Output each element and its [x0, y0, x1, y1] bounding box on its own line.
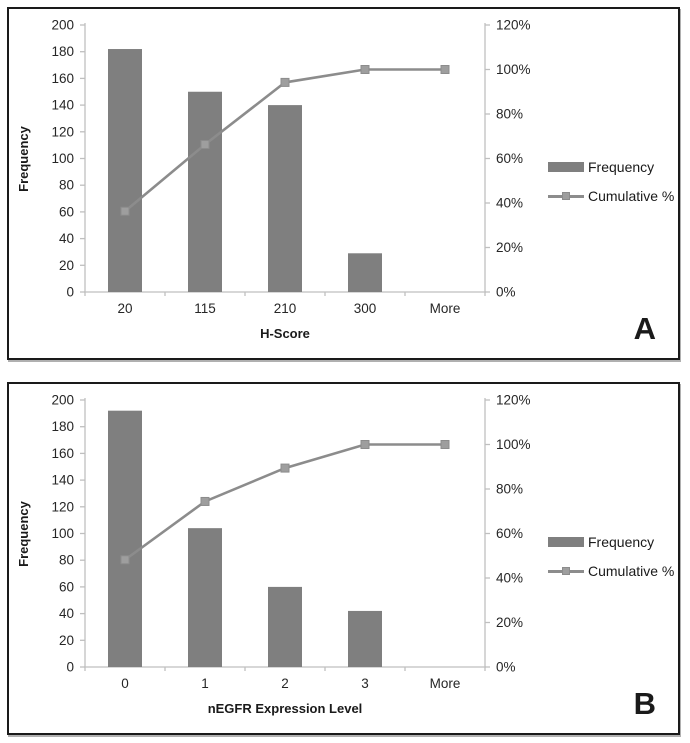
x-category-label: More [430, 301, 461, 316]
frequency-bar [348, 253, 382, 292]
chart-panel-b: 0 20 40 60 80 100 120 140 160 180 200 0% 20% 40% 60% 80… [7, 382, 680, 735]
chart-panel-a: 0 20 40 60 80 100 120 140 160 180 200 0% 20% 40% 60% 80… [7, 7, 680, 360]
frequency-bar [108, 49, 142, 292]
right-axis-tick-label: 100% [496, 62, 531, 77]
x-axis-title: H-Score [260, 326, 310, 341]
legend-item-cumulative: Cumulative % [548, 188, 674, 204]
left-axis-tick-label: 0 [66, 660, 74, 675]
left-axis-tick-label: 20 [59, 633, 74, 648]
y-axis-title: Frequency [16, 501, 31, 567]
cumulative-line [124, 443, 445, 561]
cumulative-marker [120, 206, 130, 216]
cumulative-marker [280, 77, 290, 87]
left-axis-tick-label: 120 [51, 124, 74, 139]
right-axis-tick-label: 120% [496, 393, 531, 408]
cumulative-marker [200, 496, 210, 506]
x-category-label: 115 [194, 301, 216, 316]
legend-label: Cumulative % [588, 188, 675, 204]
right-axis-tick-label: 0% [496, 660, 516, 675]
left-axis-tick-label: 80 [59, 178, 74, 193]
left-axis-tick-label: 100 [51, 526, 74, 541]
legend-item-frequency: Frequency [548, 534, 674, 550]
frequency-bar [268, 105, 302, 292]
frequency-bar [108, 410, 142, 667]
left-axis-tick-label: 0 [66, 285, 74, 300]
legend: Frequency Cumulative % [548, 159, 674, 204]
left-axis-tick-label: 140 [51, 98, 74, 113]
left-axis-tick-label: 200 [51, 393, 74, 408]
right-axis-tick-label: 40% [496, 571, 523, 586]
cumulative-marker [360, 65, 370, 74]
left-axis-tick-label: 60 [59, 579, 74, 594]
left-axis-tick-label: 140 [51, 473, 74, 488]
panel-letter: A [633, 311, 656, 346]
x-axis-title: nEGFR Expression Level [207, 701, 363, 716]
frequency-bar [268, 586, 302, 667]
cumulative-marker [440, 440, 450, 449]
left-axis-tick-label: 160 [51, 71, 74, 86]
frequency-bar [348, 610, 382, 667]
right-axis-tick-label: 100% [496, 437, 531, 452]
left-axis-tick-label: 20 [59, 258, 74, 273]
left-axis-tick-label: 120 [51, 499, 74, 514]
left-axis-tick-label: 180 [51, 44, 74, 59]
x-category-label: 210 [274, 301, 297, 316]
pareto-chart-a: 0 20 40 60 80 100 120 140 160 180 200 0% 20% 40% 60% 80… [51, 18, 531, 317]
x-category-label: 3 [361, 676, 369, 691]
cumulative-marker [200, 139, 210, 149]
frequency-bar [188, 528, 222, 667]
left-axis-tick-label: 80 [59, 553, 74, 568]
cumulative-marker [280, 463, 290, 473]
left-axis-tick-label: 60 [59, 204, 74, 219]
line-marker-swatch-icon [548, 191, 584, 201]
bar-swatch-icon [548, 537, 584, 547]
right-axis-tick-label: 120% [496, 18, 531, 33]
bar-swatch-icon [548, 162, 584, 172]
right-axis-tick-label: 0% [496, 285, 516, 300]
cumulative-marker [120, 555, 130, 565]
left-axis-tick-label: 40 [59, 606, 74, 621]
right-axis-tick-label: 60% [496, 526, 523, 541]
legend-item-frequency: Frequency [548, 159, 674, 175]
left-axis-tick-label: 200 [51, 18, 74, 33]
right-axis-tick-label: 60% [496, 151, 523, 166]
cumulative-marker [360, 440, 370, 449]
x-category-label: 1 [201, 676, 209, 691]
line-marker-swatch-icon [548, 566, 584, 576]
left-axis-tick-label: 100 [51, 151, 74, 166]
frequency-bar [188, 91, 222, 292]
cumulative-marker [440, 65, 450, 74]
pareto-chart-b: 0204060801001201401601802000%20%40%60%80… [51, 393, 531, 692]
x-category-label: 0 [121, 676, 129, 691]
legend-item-cumulative: Cumulative % [548, 563, 674, 579]
left-axis-tick-label: 180 [51, 419, 74, 434]
legend-label: Cumulative % [588, 563, 675, 579]
x-category-label: 2 [281, 676, 289, 691]
legend-label: Frequency [588, 534, 655, 550]
left-axis-tick-label: 40 [59, 231, 74, 246]
right-axis-tick-label: 80% [496, 482, 523, 497]
x-category-label: 300 [354, 301, 377, 316]
legend: Frequency Cumulative % [548, 534, 674, 579]
legend-label: Frequency [588, 159, 655, 175]
right-axis-tick-label: 20% [496, 615, 523, 630]
right-axis-tick-label: 40% [496, 196, 523, 211]
left-axis-tick-label: 160 [51, 446, 74, 461]
panel-letter: B [633, 686, 656, 721]
y-axis-title: Frequency [16, 126, 31, 192]
right-axis-tick-label: 20% [496, 240, 523, 255]
right-axis-tick-label: 80% [496, 107, 523, 122]
x-category-label: 20 [117, 301, 132, 316]
x-category-label: More [430, 676, 461, 691]
